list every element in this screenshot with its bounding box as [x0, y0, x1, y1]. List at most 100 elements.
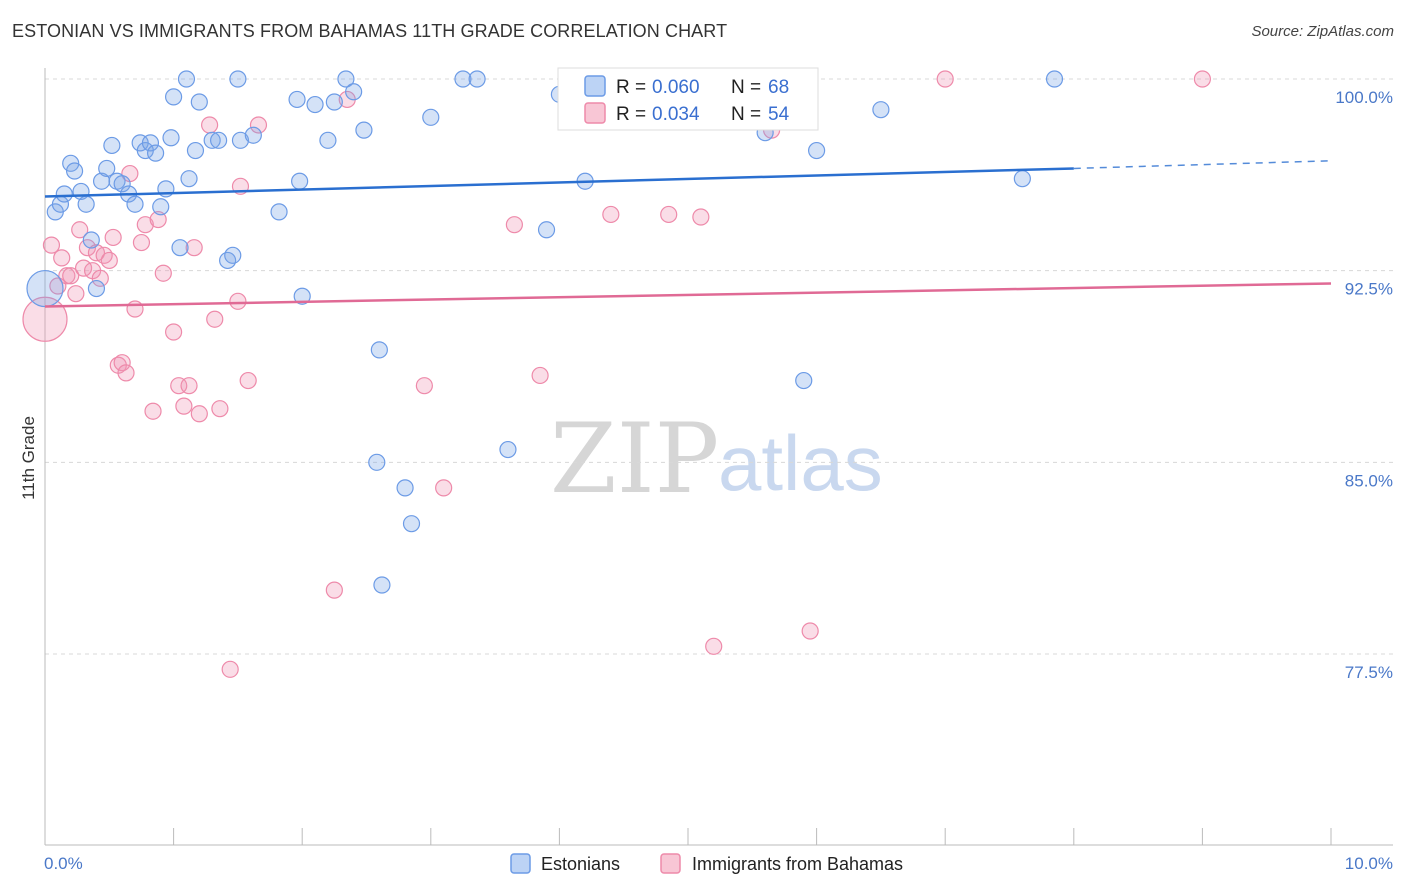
- point-bahamas-39: [249, 116, 268, 134]
- point-bahamas-5: [62, 267, 80, 285]
- point-estonians-28: [186, 141, 205, 160]
- point-bahamas-14: [100, 251, 118, 270]
- point-estonians-38: [288, 90, 306, 109]
- point-estonians-66: [1013, 170, 1031, 188]
- x-tick-label-max: 10.0%: [1345, 854, 1393, 873]
- point-bahamas-3: [53, 249, 71, 267]
- legend-swatch-estonians: [584, 75, 606, 97]
- legend-bottom: Estonians Immigrants from Bahamas: [510, 853, 903, 874]
- point-estonians-49: [373, 576, 391, 594]
- point-bahamas-24: [149, 210, 167, 229]
- point-estonians-20: [146, 144, 165, 162]
- point-estonians-53: [454, 70, 472, 88]
- legend-n-label-2: N =: [731, 104, 761, 125]
- point-estonians-56: [537, 221, 556, 239]
- y-tick-label-0: 100.0%: [1335, 88, 1393, 107]
- point-bahamas-15: [104, 228, 122, 247]
- bottom-legend-label-bahamas: Immigrants from Bahamas: [692, 854, 903, 874]
- point-estonians-44: [337, 70, 355, 88]
- point-estonians-8: [82, 231, 100, 249]
- point-estonians-43: [325, 93, 343, 111]
- point-estonians-11: [98, 159, 116, 178]
- point-bahamas-13: [95, 246, 113, 264]
- point-estonians-41: [306, 95, 324, 114]
- point-estonians-0: [26, 269, 64, 308]
- bottom-legend-swatch-bahamas: [660, 853, 681, 874]
- y-tick-label-3: 77.5%: [1345, 663, 1393, 682]
- point-estonians-65: [872, 101, 890, 119]
- trend-lines: [44, 160, 1332, 308]
- legend-r-label-1: R =: [616, 77, 646, 98]
- point-bahamas-12: [91, 269, 109, 287]
- trend-line-bahamas: [44, 282, 1332, 308]
- point-estonians-9: [87, 279, 106, 298]
- legend-n-value-2: 54: [768, 104, 790, 125]
- point-estonians-52: [422, 108, 440, 126]
- point-bahamas-52: [936, 70, 954, 88]
- point-bahamas-42: [415, 377, 433, 395]
- x-tick-label-min: 0.0%: [44, 854, 83, 873]
- legend-r-value-1: 0.060: [652, 77, 700, 98]
- point-estonians-12: [103, 136, 121, 155]
- point-estonians-63: [795, 371, 813, 390]
- point-bahamas-22: [136, 216, 154, 234]
- point-bahamas-43: [435, 479, 453, 497]
- point-bahamas-45: [531, 366, 549, 385]
- y-tick-label-2: 85.0%: [1345, 471, 1393, 490]
- point-bahamas-38: [239, 371, 257, 390]
- point-bahamas-34: [211, 400, 229, 418]
- trend-line-estonians-extension: [1073, 160, 1332, 170]
- point-bahamas-48: [692, 208, 710, 226]
- point-estonians-37: [270, 203, 288, 221]
- point-bahamas-51: [801, 622, 819, 640]
- point-estonians-19: [141, 134, 160, 152]
- point-bahamas-47: [660, 205, 678, 224]
- point-bahamas-18: [117, 364, 135, 382]
- point-bahamas-26: [165, 323, 183, 341]
- point-estonians-67: [1045, 70, 1064, 88]
- legend-r-label-2: R =: [616, 104, 646, 125]
- point-bahamas-30: [185, 239, 203, 257]
- point-bahamas-28: [175, 397, 193, 415]
- legend-r-value-2: 0.034: [652, 104, 700, 125]
- point-bahamas-49: [705, 637, 723, 655]
- point-estonians-45: [345, 83, 363, 101]
- chart-title: ESTONIAN VS IMMIGRANTS FROM BAHAMAS 11TH…: [12, 21, 728, 41]
- point-estonians-23: [162, 129, 180, 147]
- point-estonians-27: [180, 170, 198, 188]
- legend-n-label-1: N =: [731, 77, 761, 98]
- point-estonians-35: [231, 131, 250, 149]
- point-estonians-50: [396, 479, 414, 497]
- watermark-atlas: atlas: [718, 419, 883, 507]
- point-estonians-24: [165, 88, 183, 106]
- point-bahamas-44: [505, 216, 523, 234]
- point-estonians-14: [113, 175, 131, 193]
- point-bahamas-4: [58, 267, 76, 285]
- point-bahamas-20: [126, 300, 144, 318]
- point-bahamas-40: [325, 581, 343, 599]
- point-bahamas-21: [132, 233, 151, 252]
- point-bahamas-6: [67, 285, 85, 303]
- point-estonians-25: [171, 239, 189, 257]
- point-estonians-40: [293, 287, 311, 305]
- point-estonians-7: [77, 195, 95, 213]
- trend-line-estonians: [44, 167, 1074, 198]
- point-estonians-26: [177, 70, 196, 88]
- point-bahamas-35: [221, 660, 239, 678]
- bottom-legend-label-estonians: Estonians: [541, 854, 620, 874]
- point-estonians-32: [219, 251, 237, 270]
- point-bahamas-25: [154, 264, 172, 282]
- point-bahamas-7: [71, 221, 89, 239]
- point-estonians-39: [291, 172, 309, 190]
- point-estonians-54: [468, 70, 486, 88]
- legend-n-value-1: 68: [768, 77, 789, 98]
- point-bahamas-46: [602, 205, 620, 224]
- point-bahamas-33: [206, 310, 224, 328]
- point-estonians-47: [368, 453, 386, 471]
- point-bahamas-0: [22, 296, 68, 342]
- point-estonians-30: [203, 131, 221, 149]
- point-bahamas-17: [113, 354, 131, 372]
- point-bahamas-23: [144, 402, 162, 420]
- watermark-zip: ZIP: [550, 403, 719, 515]
